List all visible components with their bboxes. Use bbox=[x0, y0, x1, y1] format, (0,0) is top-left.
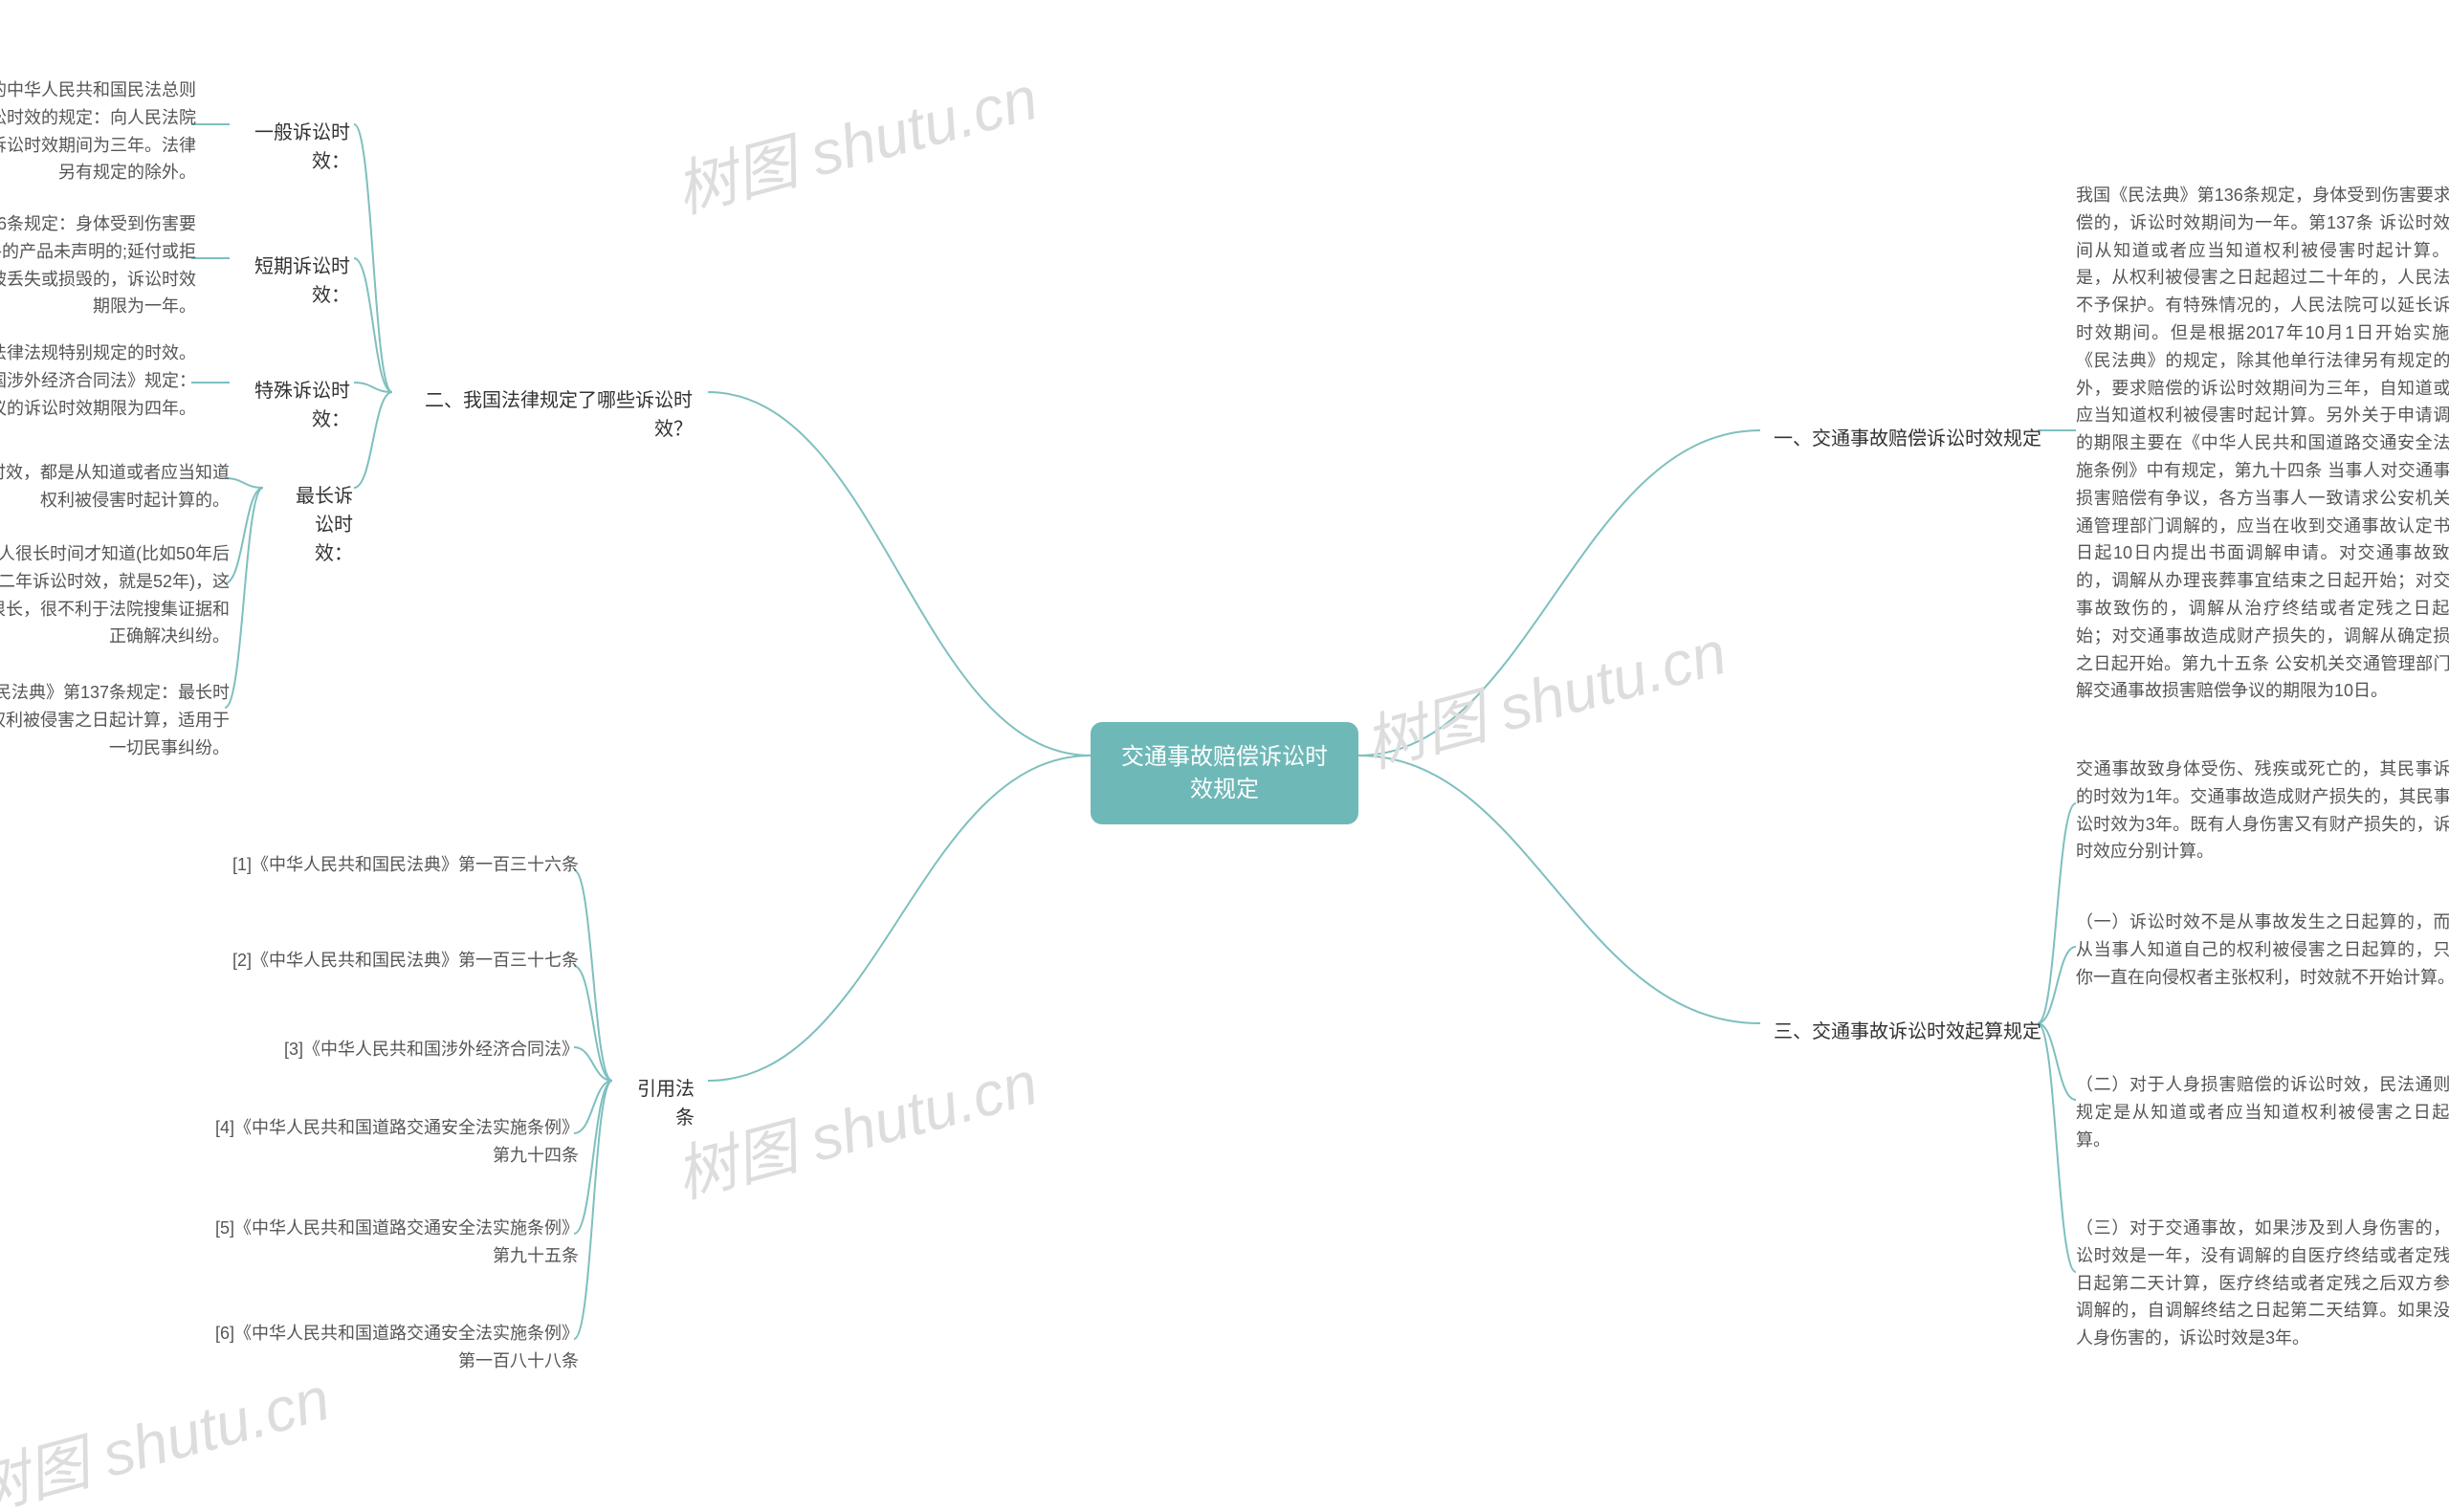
leaf-r2-0: 交通事故致身体受伤、残疾或死亡的，其民事诉讼的时效为1年。交通事故造成财产损失的… bbox=[2076, 756, 2449, 866]
sub-1-leaf: 2017年10月1日施行的中华人民共和国民法总则第一百八十八条对诉讼时效的规定：… bbox=[0, 77, 196, 186]
branch-left-1: 二、我国法律规定了哪些诉讼时效？ bbox=[400, 379, 706, 451]
branch-right-1: 一、交通事故赔偿诉讼时效规定 bbox=[1760, 417, 2055, 461]
sub-4-leaf-1: 但是，假如权利人很长时间才知道(比如50年后才知道，再加上二年诉讼时效，就是52… bbox=[0, 540, 230, 650]
sub-2: 短期诉讼时效： bbox=[239, 245, 364, 318]
cite-5: [6]《中华人民共和国道路交通安全法实施条例》第一百八十八条 bbox=[215, 1320, 579, 1375]
center-node: 交通事故赔偿诉讼时效规定 bbox=[1091, 722, 1358, 824]
branch-left-2: 引用法条 bbox=[612, 1067, 708, 1140]
sub-2-leaf: 我国《民法典》第136条规定：身体受到伤害要求赔偿的;出售不合格的产品未声明的;… bbox=[0, 210, 196, 320]
sub-4: 最长诉讼时效： bbox=[271, 474, 366, 576]
cite-3: [4]《中华人民共和国道路交通安全法实施条例》第九十四条 bbox=[215, 1114, 579, 1170]
watermark: 树图 shutu.cn bbox=[665, 1034, 1046, 1215]
watermark: 树图 shutu.cn bbox=[665, 49, 1046, 230]
sub-3-leaf: 是指《民法典》以外法律法规特别规定的时效。例如《中华人民共和国涉外经济合同法》规… bbox=[0, 340, 196, 422]
sub-3: 特殊诉讼时效： bbox=[239, 369, 364, 442]
leaf-r2-3: （三）对于交通事故，如果涉及到人身伤害的，诉讼时效是一年，没有调解的自医疗终结或… bbox=[2076, 1215, 2449, 1352]
watermark: 树图 shutu.cn bbox=[1354, 603, 1734, 784]
leaf-r2-2: （二）对于人身损害赔偿的诉讼时效，民法通则的规定是从知道或者应当知道权利被侵害之… bbox=[2076, 1071, 2449, 1153]
cite-2: [3]《中华人民共和国涉外经济合同法》 bbox=[215, 1036, 579, 1063]
branch-right-2: 三、交通事故诉讼时效起算规定 bbox=[1760, 1010, 2055, 1054]
cite-0: [1]《中华人民共和国民法典》第一百三十六条 bbox=[215, 851, 579, 879]
sub-4-leaf-0: 以上三种诉讼时效，都是从知道或者应当知道权利被侵害时起计算的。 bbox=[0, 459, 230, 515]
sub-1: 一般诉讼时效： bbox=[239, 111, 364, 184]
cite-1: [2]《中华人民共和国民法典》第一百三十七条 bbox=[215, 947, 579, 975]
leaf-right-1: 我国《民法典》第136条规定，身体受到伤害要求赔偿的，诉讼时效期间为一年。第13… bbox=[2076, 182, 2449, 705]
sub-4-leaf-2: 为此，我国《民法典》第137条规定：最长时效为20年，从权利被侵害之日起计算，适… bbox=[0, 679, 230, 761]
cite-4: [5]《中华人民共和国道路交通安全法实施条例》第九十五条 bbox=[215, 1215, 579, 1270]
leaf-r2-1: （一）诉讼时效不是从事故发生之日起算的，而是从当事人知道自己的权利被侵害之日起算… bbox=[2076, 909, 2449, 991]
